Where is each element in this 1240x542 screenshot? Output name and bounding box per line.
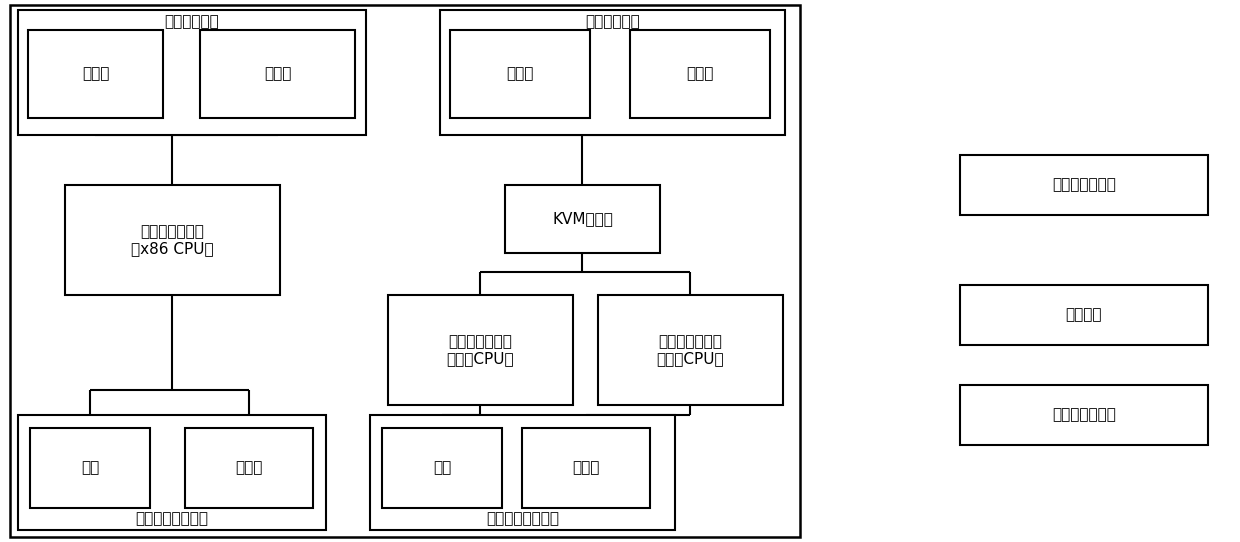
FancyBboxPatch shape (382, 428, 502, 508)
FancyBboxPatch shape (388, 295, 573, 405)
Text: 轨迹球: 轨迹球 (236, 461, 263, 475)
Text: 第三计算机主机
（龙芯CPU）: 第三计算机主机 （龙芯CPU） (657, 334, 724, 366)
Text: 显示器: 显示器 (264, 67, 291, 81)
FancyBboxPatch shape (522, 428, 650, 508)
FancyBboxPatch shape (960, 285, 1208, 345)
Text: 第二人机交互装置: 第二人机交互装置 (486, 511, 559, 526)
Text: 显示器: 显示器 (82, 67, 109, 81)
FancyBboxPatch shape (370, 415, 675, 530)
Text: 船用电话: 船用电话 (1065, 307, 1102, 322)
FancyBboxPatch shape (200, 30, 355, 118)
Text: 光柱表显示装置: 光柱表显示装置 (1052, 177, 1116, 192)
Text: 键盘: 键盘 (81, 461, 99, 475)
FancyBboxPatch shape (19, 415, 326, 530)
FancyBboxPatch shape (960, 385, 1208, 445)
FancyBboxPatch shape (29, 30, 162, 118)
Text: 第二显示装置: 第二显示装置 (585, 14, 640, 29)
FancyBboxPatch shape (30, 428, 150, 508)
Text: KVM切换器: KVM切换器 (552, 211, 613, 227)
FancyBboxPatch shape (64, 185, 280, 295)
Text: 第一人机交互装置: 第一人机交互装置 (135, 511, 208, 526)
FancyBboxPatch shape (630, 30, 770, 118)
Text: 键盘: 键盘 (433, 461, 451, 475)
FancyBboxPatch shape (960, 155, 1208, 215)
FancyBboxPatch shape (598, 295, 782, 405)
FancyBboxPatch shape (440, 10, 785, 135)
Text: 显示器: 显示器 (686, 67, 714, 81)
Text: 船用广播控制板: 船用广播控制板 (1052, 408, 1116, 423)
FancyBboxPatch shape (19, 10, 366, 135)
Text: 显示器: 显示器 (506, 67, 533, 81)
FancyBboxPatch shape (185, 428, 312, 508)
Text: 第一显示装置: 第一显示装置 (165, 14, 219, 29)
FancyBboxPatch shape (505, 185, 660, 253)
Text: 第一计算机主机
（x86 CPU）: 第一计算机主机 （x86 CPU） (131, 224, 213, 256)
FancyBboxPatch shape (450, 30, 590, 118)
Text: 轨迹球: 轨迹球 (573, 461, 600, 475)
Text: 第二计算机主机
（申威CPU）: 第二计算机主机 （申威CPU） (446, 334, 515, 366)
